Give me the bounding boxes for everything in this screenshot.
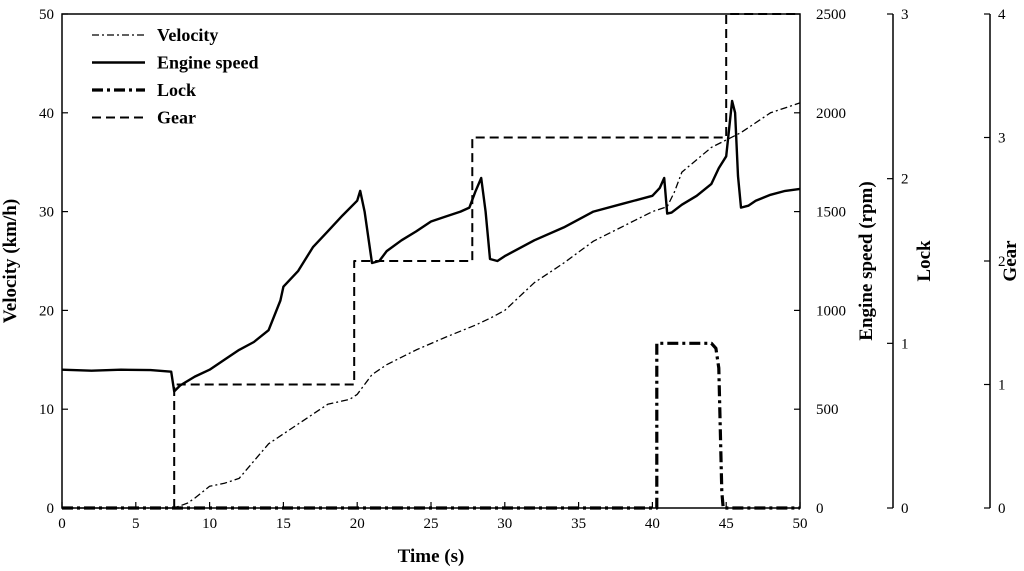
x-tick-label: 10 [202, 516, 217, 532]
velocity-tick-label: 40 [39, 106, 54, 122]
engine-axis-title: Engine speed (rpm) [856, 181, 877, 340]
x-tick-label: 50 [793, 516, 808, 532]
series-line-velocity [62, 102, 801, 509]
lock-tick-label: 1 [901, 336, 909, 352]
gear-tick-label: 0 [998, 501, 1006, 517]
gear-tick-label: 2 [998, 254, 1006, 270]
lock-tick-label: 2 [901, 172, 909, 188]
gear-axis-title: Gear [1000, 240, 1021, 282]
gear-tick-label: 4 [998, 7, 1006, 23]
engine-tick-label: 500 [816, 402, 839, 418]
x-tick-label: 15 [276, 516, 291, 532]
velocity-axis-title: Velocity (km/h) [0, 199, 21, 323]
x-tick-label: 35 [571, 516, 586, 532]
x-tick-label: 5 [132, 516, 140, 532]
series-line-gear [173, 13, 800, 508]
series-line-engine-speed [61, 99, 801, 393]
velocity-tick-label: 20 [39, 303, 54, 319]
lock-axis-title: Lock [914, 240, 935, 282]
velocity-tick-label: 30 [39, 205, 54, 221]
x-tick-label: 0 [58, 516, 66, 532]
x-axis-title: Time (s) [398, 546, 465, 567]
engine-tick-label: 0 [816, 501, 824, 517]
x-tick-label: 20 [350, 516, 365, 532]
engine-tick-label: 2500 [816, 7, 846, 23]
x-tick-label: 25 [424, 516, 439, 532]
x-tick-label: 30 [497, 516, 512, 532]
series-line-lock [62, 341, 800, 510]
velocity-tick-label: 10 [39, 402, 54, 418]
engine-tick-label: 2000 [816, 106, 846, 122]
velocity-tick-label: 50 [39, 7, 54, 23]
legend-label-gear: Gear [157, 108, 196, 128]
series-layer [61, 13, 801, 510]
engine-tick-label: 1500 [816, 205, 846, 221]
gear-tick-label: 1 [998, 378, 1006, 394]
velocity-tick-label: 0 [47, 501, 55, 517]
x-tick-label: 40 [645, 516, 660, 532]
gear-tick-label: 3 [998, 131, 1006, 147]
engine-tick-label: 1000 [816, 303, 846, 319]
legend-label-engine-speed: Engine speed [157, 53, 259, 73]
lock-tick-label: 0 [901, 501, 909, 517]
legend-label-velocity: Velocity [157, 25, 218, 45]
legend-label-lock: Lock [157, 80, 196, 100]
x-tick-label: 45 [719, 516, 734, 532]
lock-tick-label: 3 [901, 7, 909, 23]
legend: Velocity Engine speed Lock Gear [92, 25, 259, 128]
